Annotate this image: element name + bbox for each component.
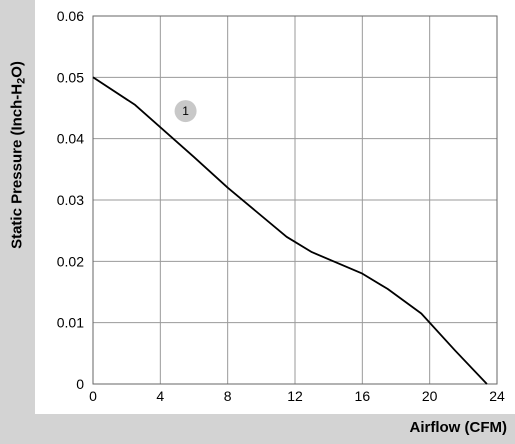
x-tick-label: 16 — [355, 388, 371, 404]
x-tick-label: 12 — [287, 388, 303, 404]
x-tick-label: 8 — [224, 388, 232, 404]
x-tick-label: 4 — [156, 388, 164, 404]
y-tick-label: 0.02 — [57, 253, 84, 269]
x-tick-label: 24 — [489, 388, 505, 404]
y-tick-label: 0.05 — [57, 69, 84, 85]
callout-circle — [174, 100, 197, 123]
y-tick-label: 0.06 — [57, 8, 84, 24]
y-tick-label: 0.01 — [57, 315, 84, 331]
callout-label: 1 — [182, 104, 189, 118]
y-tick-label: 0.04 — [57, 131, 84, 147]
x-axis-label: Airflow (CFM) — [409, 419, 507, 436]
plot-frame — [92, 15, 498, 385]
x-tick-label: 20 — [422, 388, 438, 404]
x-axis-label-band — [0, 414, 515, 444]
series-line — [92, 76, 488, 385]
y-axis-label-band — [0, 0, 35, 414]
y-tick-label: 0.03 — [57, 192, 84, 208]
y-tick-label: 0 — [76, 376, 84, 392]
x-tick-label: 0 — [89, 388, 97, 404]
